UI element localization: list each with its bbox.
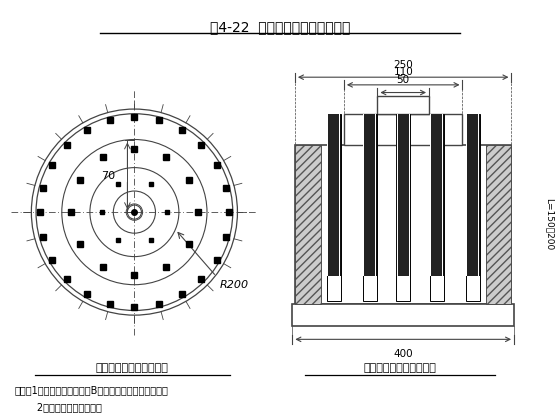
Text: 竖井开挖炮眼剖面布置图: 竖井开挖炮眼剖面布置图 [363,363,436,373]
Bar [466,114,480,301]
Bar [344,114,463,144]
Bar [486,144,511,304]
Bar [486,144,511,304]
Bar [364,114,375,276]
Text: 图4-22  竖井开挖炮眼平面布置图: 图4-22 竖井开挖炮眼平面布置图 [210,20,350,34]
Bar [396,114,410,276]
Bar [431,114,443,276]
Bar [430,114,444,276]
Bar [326,114,340,276]
Text: 说明：1、本图以设计图竖井B型开挖断面进行炮眼布置。: 说明：1、本图以设计图竖井B型开挖断面进行炮眼布置。 [15,385,169,395]
Bar [430,114,444,301]
Bar [467,114,478,276]
Bar [363,114,377,276]
Bar [328,114,339,276]
Bar [295,144,511,304]
Bar [377,96,429,114]
Bar [431,114,442,276]
Bar [326,114,340,301]
Text: L=150～200: L=150～200 [545,198,554,250]
Bar [466,114,480,276]
Bar [292,304,514,326]
Bar [363,114,376,276]
Text: 50: 50 [396,75,410,85]
Text: 70: 70 [101,171,116,181]
Bar [363,114,377,301]
Bar [295,144,321,304]
Text: 2、本图尺寸以厘米计。: 2、本图尺寸以厘米计。 [15,402,102,412]
Bar [397,114,409,276]
Text: 250: 250 [393,60,413,70]
Bar [328,114,340,276]
Bar [396,114,410,301]
Text: 110: 110 [393,67,413,77]
Bar [466,114,479,276]
Text: 400: 400 [393,349,413,359]
Bar [398,114,409,276]
Bar [295,144,321,304]
Text: R200: R200 [220,280,249,290]
Text: 竖井开挖炮眼平面布置图: 竖井开挖炮眼平面布置图 [96,363,169,373]
